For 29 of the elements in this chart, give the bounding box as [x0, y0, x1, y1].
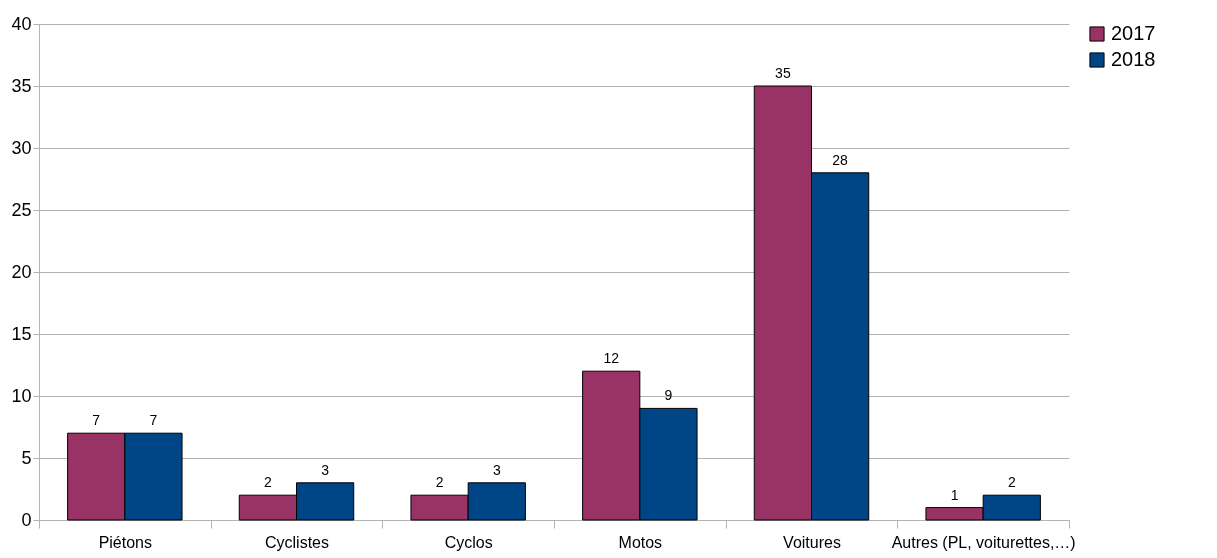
- legend-label: 2018: [1111, 48, 1156, 70]
- x-tick-label: Voitures: [783, 533, 841, 551]
- y-tick-label: 0: [21, 509, 32, 530]
- data-label: 9: [664, 387, 673, 404]
- y-tick-label: 5: [21, 447, 32, 468]
- data-label: 2: [1007, 474, 1016, 491]
- y-tick-label: 40: [11, 13, 32, 34]
- data-label: 7: [149, 412, 158, 429]
- legend-label: 2017: [1111, 22, 1156, 44]
- data-label: 1: [950, 486, 959, 503]
- y-tick-label: 20: [11, 261, 32, 282]
- y-tick-label: 30: [11, 137, 32, 158]
- y-tick-label: 15: [11, 323, 32, 344]
- data-label: 3: [321, 461, 330, 478]
- x-tick-label: Motos: [618, 533, 663, 551]
- data-label: 2: [263, 474, 272, 491]
- x-tick-label: Cyclos: [444, 533, 493, 551]
- data-label: 7: [92, 412, 101, 429]
- data-label: 3: [492, 461, 501, 478]
- y-tick-label: 25: [11, 199, 32, 220]
- x-tick-label: Cyclistes: [264, 533, 330, 551]
- x-tick-label: Piétons: [98, 533, 153, 551]
- data-label: 2: [435, 474, 444, 491]
- y-tick-label: 10: [11, 385, 32, 406]
- data-label: 35: [775, 65, 791, 81]
- data-label: 12: [603, 350, 620, 367]
- y-tick-label: 35: [11, 75, 32, 96]
- data-label: 28: [832, 151, 849, 168]
- x-tick-label: Autres (PL, voiturettes,…): [891, 533, 1076, 551]
